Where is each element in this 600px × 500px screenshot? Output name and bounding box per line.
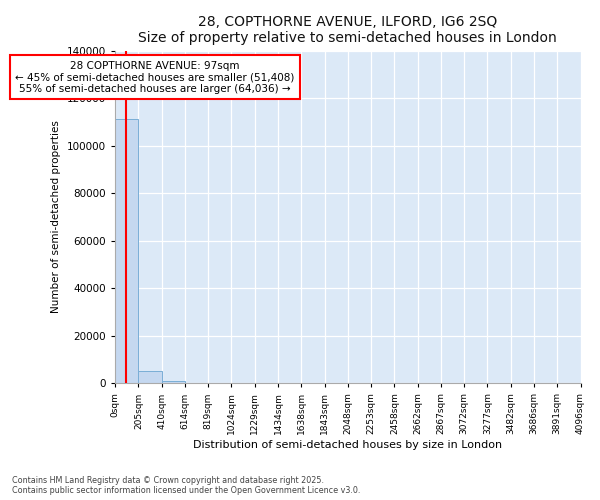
Y-axis label: Number of semi-detached properties: Number of semi-detached properties [52,120,61,314]
Bar [162,382,185,384]
Text: Contains HM Land Registry data © Crown copyright and database right 2025.
Contai: Contains HM Land Registry data © Crown c… [12,476,361,495]
Title: 28, COPTHORNE AVENUE, ILFORD, IG6 2SQ
Size of property relative to semi-detached: 28, COPTHORNE AVENUE, ILFORD, IG6 2SQ Si… [139,15,557,45]
Text: 28 COPTHORNE AVENUE: 97sqm
← 45% of semi-detached houses are smaller (51,408)
55: 28 COPTHORNE AVENUE: 97sqm ← 45% of semi… [15,60,295,94]
Bar [115,120,139,384]
X-axis label: Distribution of semi-detached houses by size in London: Distribution of semi-detached houses by … [193,440,502,450]
Bar [139,372,162,384]
